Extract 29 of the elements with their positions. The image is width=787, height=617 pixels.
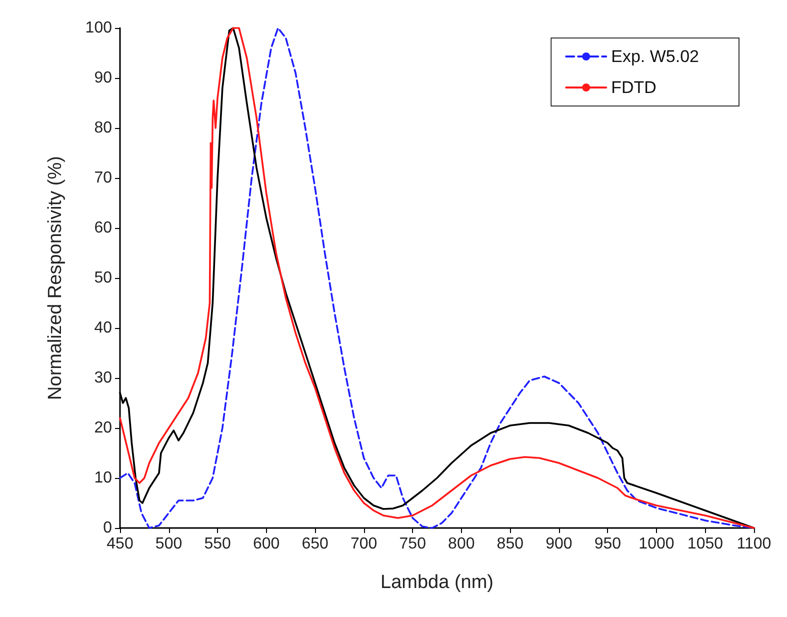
x-tick-label: 1050 bbox=[687, 536, 724, 552]
x-tick-label: 1000 bbox=[638, 536, 674, 552]
x-tick-label: 750 bbox=[399, 536, 426, 552]
x-tick-label: 650 bbox=[302, 536, 329, 552]
x-tick-label: 850 bbox=[496, 536, 524, 552]
x-tick-label: 950 bbox=[594, 536, 622, 552]
legend-label: Exp. W5.02 bbox=[611, 47, 700, 66]
y-tick-label: 30 bbox=[94, 370, 112, 386]
x-tick-label: 900 bbox=[546, 536, 572, 552]
legend-label: FDTD bbox=[611, 78, 656, 97]
x-tick-label: 800 bbox=[448, 536, 475, 552]
x-tick-label: 1100 bbox=[736, 536, 772, 552]
y-tick-label: 100 bbox=[85, 20, 112, 36]
x-axis-title: Lambda (nm) bbox=[380, 572, 494, 593]
y-tick-label: 90 bbox=[94, 70, 112, 86]
x-tick-label: 600 bbox=[252, 536, 280, 552]
y-axis-title: Normalized Responsivity (%) bbox=[45, 156, 66, 400]
x-tick-label: 450 bbox=[106, 536, 134, 552]
y-tick-label: 60 bbox=[94, 220, 112, 236]
x-tick-label: 700 bbox=[350, 536, 378, 552]
y-tick-label: 10 bbox=[94, 470, 112, 486]
x-tick-label: 500 bbox=[155, 536, 182, 552]
y-tick-label: 50 bbox=[94, 270, 112, 286]
y-tick-label: 0 bbox=[103, 520, 112, 536]
y-tick-label: 80 bbox=[94, 120, 112, 136]
y-tick-label: 70 bbox=[94, 170, 112, 186]
y-tick-label: 20 bbox=[94, 420, 112, 436]
y-tick-label: 40 bbox=[94, 320, 112, 336]
x-tick-label: 550 bbox=[204, 536, 231, 552]
